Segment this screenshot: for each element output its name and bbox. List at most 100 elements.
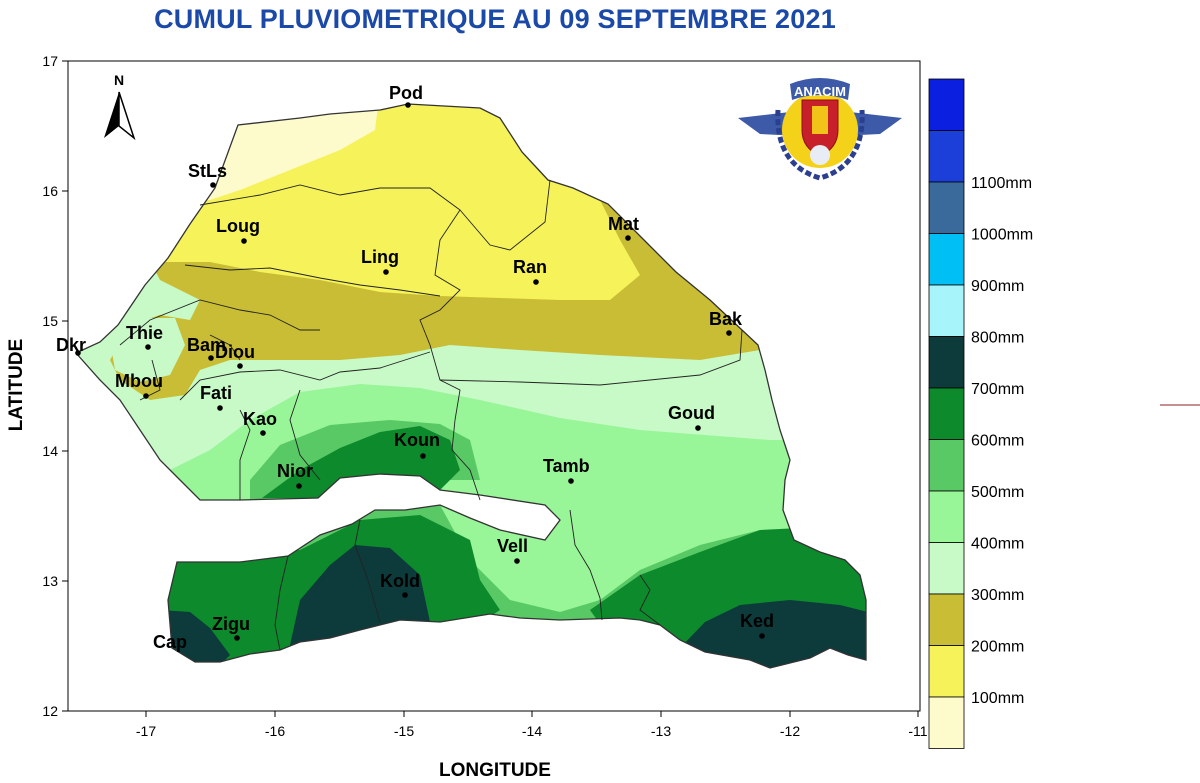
city-marker: Koun bbox=[394, 430, 440, 459]
city-dot bbox=[260, 430, 266, 436]
city-marker: Tamb bbox=[543, 456, 590, 484]
boundary-line bbox=[569, 509, 603, 621]
city-dot bbox=[759, 633, 765, 639]
city-marker: Mbou bbox=[115, 371, 163, 399]
north-arrow: N bbox=[104, 72, 136, 141]
x-tick-label: -13 bbox=[651, 723, 671, 739]
city-label: Nior bbox=[277, 461, 313, 481]
city-dot bbox=[234, 635, 240, 641]
legend-swatch bbox=[928, 645, 965, 698]
logo-laurel bbox=[775, 109, 865, 181]
y-axis bbox=[62, 60, 68, 712]
city-label: Koun bbox=[394, 430, 440, 450]
legend-swatch bbox=[928, 593, 965, 646]
city-label: Mat bbox=[608, 214, 639, 234]
city-dot bbox=[533, 279, 539, 285]
legend-label: 1000mm bbox=[971, 227, 1033, 244]
city-dot bbox=[241, 238, 247, 244]
city-label: Ked bbox=[740, 611, 774, 631]
north-arrow-icon-half bbox=[118, 91, 136, 141]
city-marker: Ran bbox=[513, 257, 547, 285]
city-dot bbox=[383, 269, 389, 275]
city-label: Pod bbox=[389, 83, 423, 103]
city-marker: Bam bbox=[187, 335, 226, 361]
x-tick-labels: -17 -16 -15 -14 -13 -12 -11 bbox=[136, 723, 928, 739]
legend-swatch bbox=[928, 439, 965, 492]
city-marker: Dkr bbox=[56, 335, 86, 356]
city-dot bbox=[237, 363, 243, 369]
city-dot bbox=[296, 483, 302, 489]
x-tick-label: -11 bbox=[908, 723, 927, 739]
city-label: Kold bbox=[380, 571, 420, 591]
city-dot bbox=[695, 425, 701, 431]
x-tick-label: -16 bbox=[265, 723, 285, 739]
city-dot bbox=[402, 592, 408, 598]
country-outline bbox=[74, 103, 867, 669]
legend-swatch bbox=[928, 387, 965, 440]
y-tick-labels: 17 16 15 14 13 12 bbox=[42, 53, 58, 719]
city-marker: Thie bbox=[126, 323, 163, 350]
city-marker: StLs bbox=[188, 161, 227, 188]
city-label: StLs bbox=[188, 161, 227, 181]
legend-swatch bbox=[928, 78, 965, 131]
city-marker: Zigu bbox=[212, 614, 250, 641]
y-tick-label: 17 bbox=[42, 53, 58, 69]
logo-banner bbox=[790, 78, 850, 100]
logo-cloud-icon bbox=[810, 145, 830, 165]
legend-label: 700mm bbox=[971, 381, 1024, 398]
y-tick-label: 15 bbox=[42, 313, 58, 329]
city-dot bbox=[568, 478, 574, 484]
legend-label: 800mm bbox=[971, 330, 1024, 347]
region-boundaries bbox=[119, 179, 743, 651]
legend-label: 400mm bbox=[971, 536, 1024, 553]
city-marker: Fati bbox=[200, 383, 232, 411]
city-label: Bam bbox=[187, 335, 226, 355]
boundary-line bbox=[239, 409, 251, 500]
legend-swatch bbox=[928, 336, 965, 389]
city-marker: Pod bbox=[389, 83, 423, 108]
x-axis bbox=[145, 711, 919, 717]
y-axis-title: LATITUDE bbox=[6, 339, 27, 432]
x-tick-label: -12 bbox=[780, 723, 800, 739]
boundary-line bbox=[119, 299, 320, 346]
city-marker: Mat bbox=[608, 214, 639, 241]
city-label: Mbou bbox=[115, 371, 163, 391]
legend-label: 200mm bbox=[971, 639, 1024, 656]
city-marker: Loug bbox=[216, 216, 260, 244]
city-dot bbox=[217, 405, 223, 411]
legend-swatch bbox=[928, 130, 965, 183]
legend-swatch bbox=[928, 233, 965, 286]
zone-300-400-pocket bbox=[110, 318, 185, 382]
north-label: N bbox=[114, 72, 124, 88]
city-label: Bak bbox=[709, 309, 743, 329]
city-dot bbox=[420, 453, 426, 459]
anacim-logo: ANACIM bbox=[738, 78, 902, 181]
boundary-line bbox=[639, 574, 661, 626]
legend-swatch bbox=[928, 284, 965, 337]
city-label: Loug bbox=[216, 216, 260, 236]
city-dot bbox=[145, 344, 151, 350]
y-tick-label: 12 bbox=[42, 703, 58, 719]
legend-label: 300mm bbox=[971, 587, 1024, 604]
logo-shield-center bbox=[812, 106, 828, 134]
city-marker: Diou bbox=[215, 342, 255, 369]
legend-swatch bbox=[928, 181, 965, 234]
city-dot bbox=[208, 355, 214, 361]
city-marker: Vell bbox=[497, 536, 528, 564]
city-markers: Pod StLs Loug Ling Mat Ran Bak Dkr Thie … bbox=[56, 83, 774, 652]
city-marker: Nior bbox=[277, 461, 313, 489]
city-marker: Ked bbox=[740, 611, 774, 639]
x-tick-label: -14 bbox=[522, 723, 542, 739]
city-marker: Ling bbox=[361, 247, 399, 275]
y-tick-label: 14 bbox=[42, 443, 58, 459]
boundary-line bbox=[184, 264, 441, 297]
boundary-line bbox=[274, 555, 289, 651]
boundary-line bbox=[459, 179, 551, 251]
city-dot bbox=[625, 235, 631, 241]
city-label: Kao bbox=[243, 409, 277, 429]
city-dot bbox=[143, 393, 149, 399]
city-dot bbox=[726, 330, 732, 336]
x-axis-title: LONGITUDE bbox=[439, 760, 551, 781]
y-tick-label: 16 bbox=[42, 183, 58, 199]
legend-swatch bbox=[928, 542, 965, 595]
